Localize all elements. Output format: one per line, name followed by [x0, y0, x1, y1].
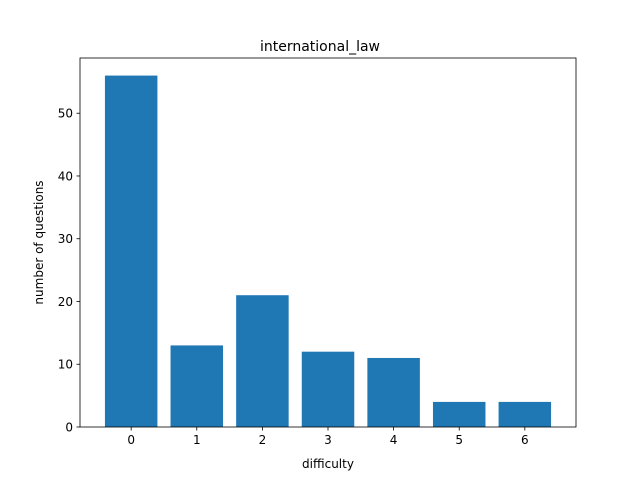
x-tick-label: 6	[521, 433, 529, 447]
y-tick-label: 40	[58, 169, 73, 183]
y-tick-label: 30	[58, 232, 73, 246]
bars-group	[104, 75, 552, 427]
y-axis-label: number of questions	[32, 180, 46, 304]
bar-difficulty-1	[170, 345, 224, 427]
x-tick-label: 2	[259, 433, 267, 447]
bar-difficulty-6	[498, 401, 552, 427]
bar-difficulty-4	[367, 357, 420, 427]
x-axis-ticks: 0 1 2 3 4 5 6	[127, 427, 529, 447]
y-tick-label: 10	[58, 358, 73, 372]
chart-title: international_law	[260, 39, 380, 55]
y-axis-ticks: 0 10 20 30 40 50	[58, 107, 80, 434]
y-tick-label: 0	[65, 420, 73, 434]
x-tick-label: 0	[127, 433, 135, 447]
y-tick-label: 20	[58, 295, 73, 309]
x-tick-label: 1	[193, 433, 201, 447]
y-tick-label: 50	[58, 107, 73, 121]
bar-difficulty-0	[104, 75, 158, 427]
plot-frame	[79, 57, 577, 428]
bar-difficulty-2	[236, 295, 289, 427]
bar-difficulty-5	[432, 401, 486, 427]
x-tick-label: 4	[390, 433, 398, 447]
x-tick-label: 3	[324, 433, 332, 447]
x-axis-label: difficulty	[302, 457, 354, 471]
x-tick-label: 5	[455, 433, 463, 447]
bar-difficulty-3	[301, 351, 355, 427]
